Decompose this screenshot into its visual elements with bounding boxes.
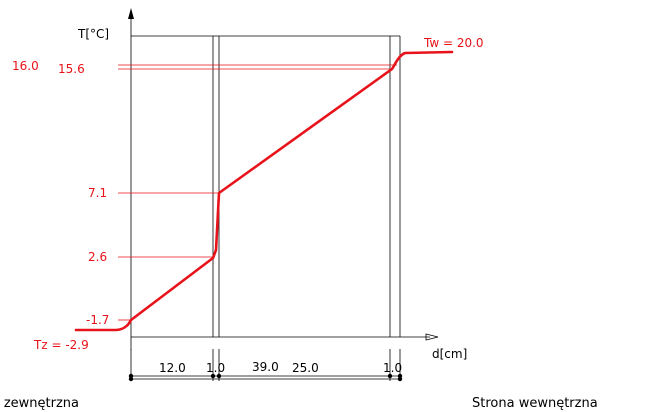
temp-label-7-1: 7.1 — [88, 186, 107, 200]
x-axis-arrow-icon — [425, 333, 439, 341]
tz-label: Tz = -2.9 — [33, 338, 89, 352]
temperature-labels: 16.0 15.6 7.1 2.6 -1.7 — [12, 59, 109, 327]
total-thickness: 39.0 — [252, 360, 279, 374]
temperature-guides — [118, 64, 397, 321]
x-axis-label: d[cm] — [432, 347, 467, 361]
layer-thickness-3: 25.0 — [292, 361, 319, 375]
inside-label: Strona wewnętrzna — [472, 396, 598, 411]
temperature-profile-line — [74, 50, 454, 332]
x-axis: d[cm] — [131, 333, 467, 361]
layer-thickness-4: 1.0 — [383, 361, 402, 375]
y-axis: T[°C] — [77, 8, 134, 350]
layer-thickness-2: 1.0 — [206, 361, 225, 375]
temp-label-15-6: 15.6 — [58, 62, 85, 76]
layer-dimensions: 12.0 1.0 25.0 1.0 39.0 — [128, 349, 403, 382]
outside-label: Strona zewnętrzna — [0, 396, 79, 411]
layer-thickness-1: 12.0 — [159, 361, 186, 375]
y-axis-arrow-icon — [128, 8, 134, 19]
wall-frame — [131, 35, 401, 337]
temp-label-16-0: 16.0 — [12, 59, 39, 73]
dimension-dots — [128, 373, 403, 382]
tw-label: Tw = 20.0 — [423, 36, 484, 50]
y-axis-label: T[°C] — [77, 27, 109, 41]
temp-label-2-6: 2.6 — [88, 250, 107, 264]
temp-label-neg-1-7: -1.7 — [86, 313, 109, 327]
